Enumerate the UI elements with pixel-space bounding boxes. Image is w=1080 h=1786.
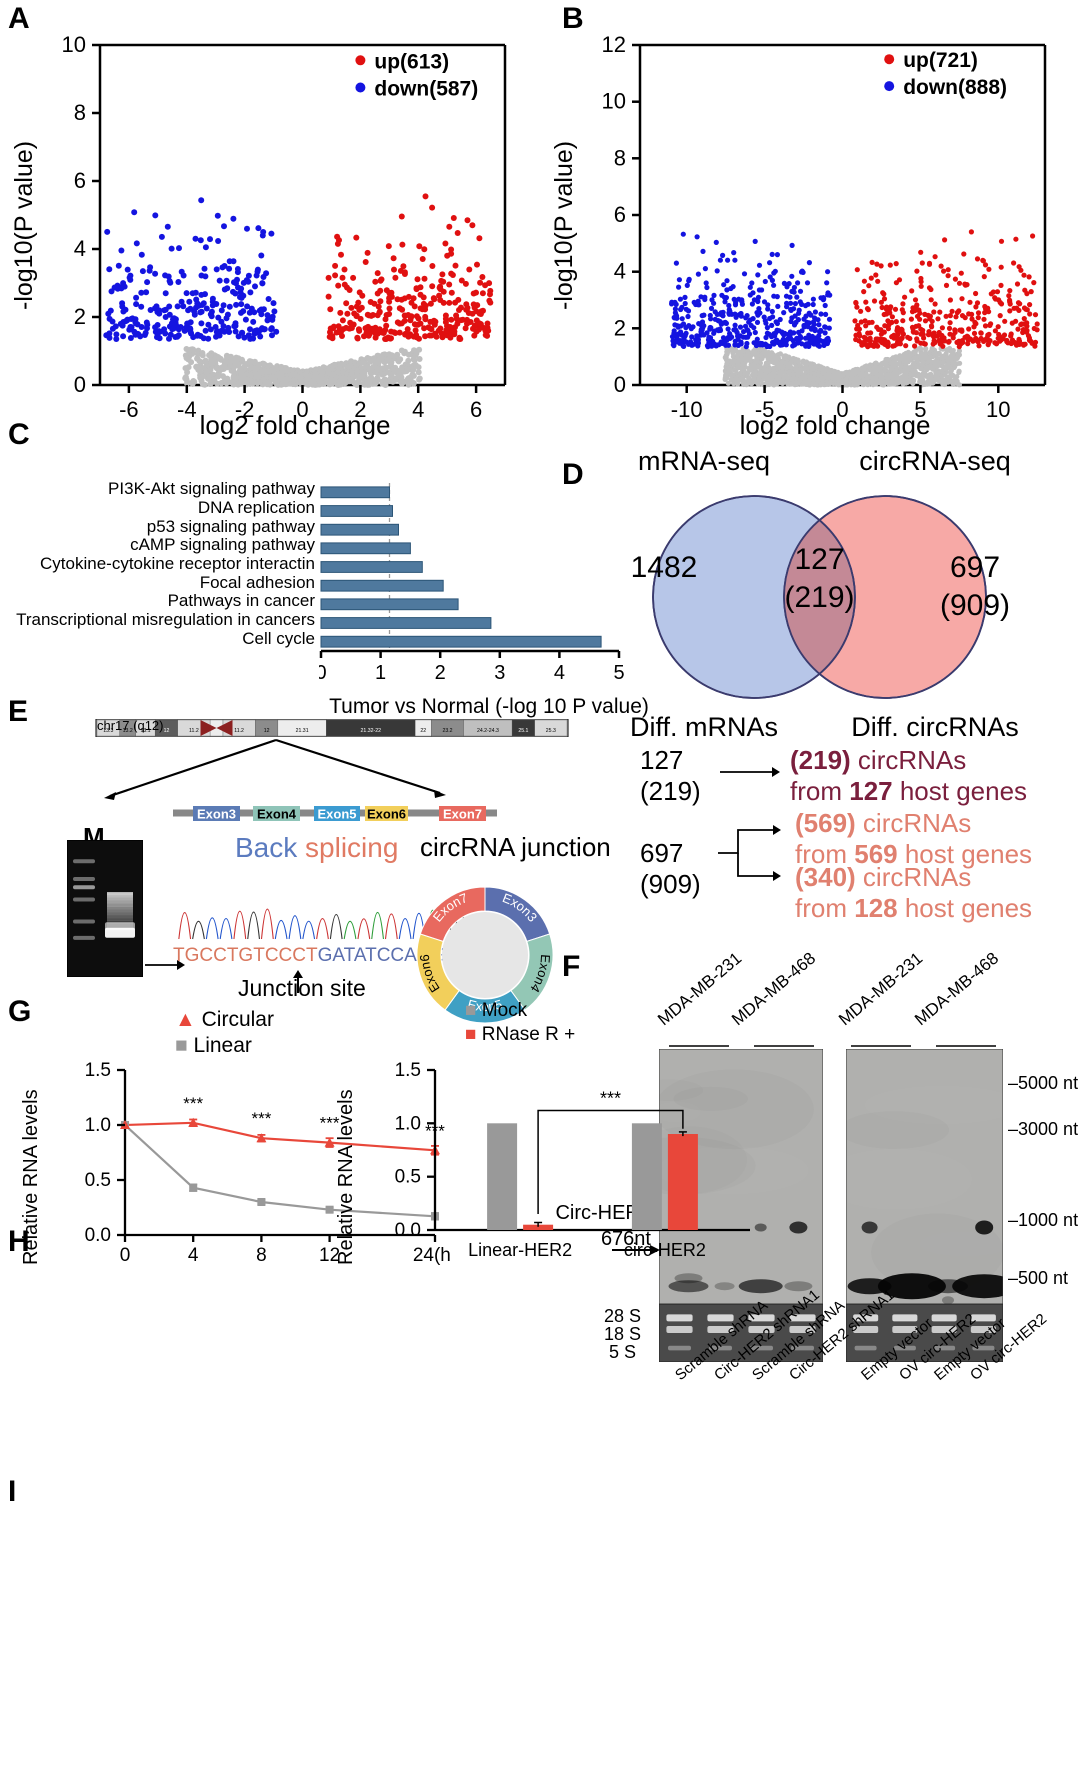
svg-text:4: 4 xyxy=(188,1245,199,1266)
svg-text:down(888): down(888) xyxy=(903,76,1007,99)
svg-text:23.2: 23.2 xyxy=(442,728,452,734)
svg-text:4: 4 xyxy=(74,236,86,261)
svg-text:1.5: 1.5 xyxy=(395,1060,421,1081)
svg-text:22: 22 xyxy=(420,728,426,734)
svg-text:24.2-24.3: 24.2-24.3 xyxy=(477,728,499,734)
svg-text:0: 0 xyxy=(74,372,86,397)
svg-text:3: 3 xyxy=(494,662,505,684)
svg-text:Diff. circRNAs: Diff. circRNAs xyxy=(851,712,1019,742)
svg-text:0.0: 0.0 xyxy=(85,1225,111,1246)
svg-text:21.32-22: 21.32-22 xyxy=(361,728,382,734)
svg-text:127: 127 xyxy=(794,543,844,576)
svg-text:1.0: 1.0 xyxy=(85,1115,111,1136)
svg-text:8: 8 xyxy=(256,1245,267,1266)
svg-text:697: 697 xyxy=(950,551,1000,584)
svg-text:up(721): up(721) xyxy=(903,49,978,72)
svg-text:2: 2 xyxy=(74,304,86,329)
svg-text:(219): (219) xyxy=(784,581,854,614)
svg-text:1.0: 1.0 xyxy=(395,1113,421,1134)
svg-text:0: 0 xyxy=(319,662,327,684)
svg-text:11.2: 11.2 xyxy=(189,728,199,734)
svg-text:Linear-HER2: Linear-HER2 xyxy=(468,1240,572,1260)
svg-text:mRNA-seq: mRNA-seq xyxy=(638,450,770,476)
svg-text:Diff. mRNAs: Diff. mRNAs xyxy=(630,712,778,742)
svg-text:0.5: 0.5 xyxy=(85,1170,111,1191)
svg-text:6: 6 xyxy=(614,202,626,227)
svg-text:12: 12 xyxy=(602,35,626,57)
svg-text:2: 2 xyxy=(614,315,626,340)
svg-text:6: 6 xyxy=(74,168,86,193)
svg-text:1482: 1482 xyxy=(631,551,698,584)
svg-text:25.1: 25.1 xyxy=(518,728,528,734)
svg-text:25.3: 25.3 xyxy=(546,728,556,734)
svg-text:1.5: 1.5 xyxy=(85,1060,111,1081)
svg-text:circ-HER2: circ-HER2 xyxy=(624,1240,706,1260)
svg-text:2: 2 xyxy=(435,662,446,684)
svg-text:***: *** xyxy=(183,1094,203,1113)
svg-text:Exon6: Exon6 xyxy=(367,807,406,822)
svg-text:0: 0 xyxy=(120,1245,131,1266)
svg-text:0: 0 xyxy=(614,372,626,397)
svg-text:Exon5: Exon5 xyxy=(317,807,356,822)
svg-text:10: 10 xyxy=(602,89,626,114)
svg-text:***: *** xyxy=(600,1089,621,1109)
svg-text:4: 4 xyxy=(614,259,626,284)
svg-text:6: 6 xyxy=(470,397,482,422)
svg-text:0.5: 0.5 xyxy=(395,1167,421,1188)
svg-text:down(587): down(587) xyxy=(374,78,478,101)
svg-text:12: 12 xyxy=(164,728,170,734)
svg-text:10: 10 xyxy=(62,35,86,57)
svg-text:0.0: 0.0 xyxy=(395,1220,421,1241)
svg-text:12: 12 xyxy=(264,728,270,734)
svg-text:circRNA-seq: circRNA-seq xyxy=(859,450,1011,476)
svg-text:***: *** xyxy=(251,1109,271,1128)
svg-text:Exon4: Exon4 xyxy=(257,807,297,822)
svg-text:Exon7: Exon7 xyxy=(443,807,482,822)
svg-text:up(613): up(613) xyxy=(374,50,449,73)
svg-text:(909): (909) xyxy=(940,589,1010,622)
svg-text:8: 8 xyxy=(74,100,86,125)
svg-text:1: 1 xyxy=(375,662,386,684)
svg-text:Exon3: Exon3 xyxy=(197,807,236,822)
svg-text:8: 8 xyxy=(614,145,626,170)
svg-text:11.2: 11.2 xyxy=(234,728,244,734)
svg-text:21.31: 21.31 xyxy=(296,728,309,734)
